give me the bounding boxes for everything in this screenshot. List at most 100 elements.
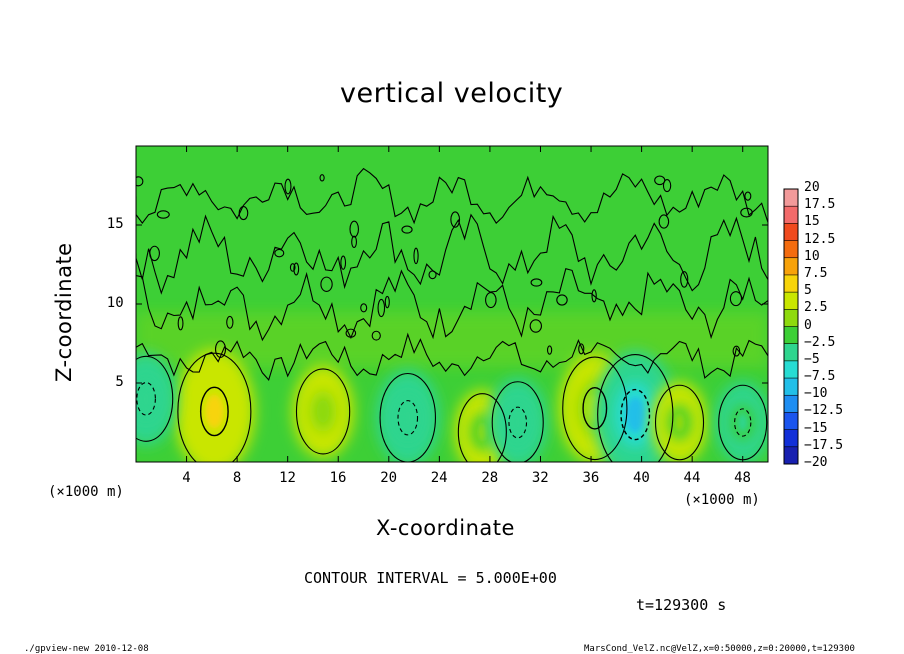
colorbar-label: −15 bbox=[804, 420, 828, 436]
colorbar-label: 10 bbox=[804, 248, 820, 264]
contour-cell-16 bbox=[274, 248, 285, 258]
colorbar-swatch-10 bbox=[784, 360, 798, 379]
colorbar-swatch-0 bbox=[784, 189, 798, 207]
contour-cell-35 bbox=[177, 316, 184, 331]
y-tick-marks bbox=[136, 224, 768, 384]
colorbar-label: −2.5 bbox=[804, 334, 836, 350]
field-core-3 bbox=[476, 422, 488, 442]
contour-cell-3 bbox=[401, 225, 413, 234]
contour-zero-2 bbox=[379, 372, 437, 462]
field-core-6 bbox=[625, 397, 645, 433]
field-core-0 bbox=[205, 394, 224, 429]
contour-cell-20 bbox=[578, 343, 585, 355]
colorbar-swatch-6 bbox=[784, 292, 798, 310]
time-stamp: t=129300 s bbox=[636, 596, 727, 614]
contour-cell-32 bbox=[360, 303, 368, 313]
field-core-4 bbox=[511, 411, 524, 434]
colorbar-swatch-15 bbox=[784, 446, 798, 465]
contour-cell-0 bbox=[384, 295, 390, 309]
contour-cell-7 bbox=[238, 205, 249, 221]
contour-cell-12 bbox=[530, 278, 543, 287]
colorbar-label: 0 bbox=[804, 317, 812, 333]
contour-cell-25 bbox=[732, 345, 741, 357]
contour-turbulent-1 bbox=[136, 332, 768, 381]
colorbar-label: −7.5 bbox=[804, 369, 836, 385]
x-tick-marks bbox=[186, 146, 744, 462]
colorbar-label: −5 bbox=[804, 351, 820, 367]
contour-turbulent-2 bbox=[136, 268, 768, 342]
contour-cell-15 bbox=[319, 174, 325, 182]
colorbar-label: 5 bbox=[804, 283, 812, 299]
contour-lines bbox=[136, 167, 768, 462]
contour-cell-23 bbox=[556, 294, 568, 306]
contour-cell-11 bbox=[284, 178, 292, 195]
field-core-2 bbox=[401, 405, 415, 430]
contour-five-6 bbox=[620, 388, 651, 441]
colorbar-swatch-5 bbox=[784, 274, 798, 293]
contour-zero-4 bbox=[491, 381, 544, 462]
x-tick-label: 20 bbox=[380, 470, 398, 486]
contour-zero-1 bbox=[295, 368, 351, 455]
x-tick-label: 24 bbox=[430, 470, 448, 486]
contour-zero-5 bbox=[562, 356, 628, 461]
x-tick-label: 36 bbox=[582, 470, 600, 486]
x-tick-label: 12 bbox=[279, 470, 296, 486]
colorbar-label: 15 bbox=[804, 214, 820, 230]
contour-cell-33 bbox=[226, 315, 234, 329]
x-axis-unit: (×1000 m) bbox=[684, 492, 760, 508]
colorbar-swatch-13 bbox=[784, 412, 798, 431]
y-tick-label: 5 bbox=[115, 374, 124, 390]
contour-zero-0 bbox=[177, 352, 252, 462]
colorbar-swatch-8 bbox=[784, 326, 798, 345]
contour-cell-27 bbox=[349, 220, 360, 238]
colorbar-swatch-9 bbox=[784, 343, 798, 362]
plot-area bbox=[136, 146, 768, 462]
contour-cell-9 bbox=[371, 330, 381, 341]
contour-neg-9 bbox=[136, 381, 156, 416]
chart-title: vertical velocity bbox=[340, 78, 564, 109]
contour-zero-3 bbox=[457, 393, 507, 462]
colorbar-label: −20 bbox=[804, 455, 828, 470]
footer-left: ./gpview-new 2010-12-08 bbox=[24, 644, 149, 654]
x-tick-label: 8 bbox=[232, 470, 242, 486]
contour-cell-8 bbox=[351, 235, 357, 249]
contour-five-5 bbox=[582, 386, 608, 430]
contour-turbulent-3 bbox=[136, 213, 768, 295]
x-tick-label: 28 bbox=[481, 470, 499, 486]
field-core-9 bbox=[139, 387, 153, 411]
colorbar-swatch-2 bbox=[784, 223, 798, 242]
contour-cell-28 bbox=[485, 292, 497, 309]
contour-cell-14 bbox=[546, 345, 553, 355]
contour-cell-19 bbox=[729, 291, 743, 307]
y-axis-label: Z-coordinate bbox=[52, 242, 76, 382]
x-tick-label: 32 bbox=[531, 470, 549, 486]
contour-cell-38 bbox=[529, 319, 543, 333]
colorbar-swatch-11 bbox=[784, 378, 798, 396]
contour-zero-9 bbox=[136, 355, 174, 442]
y-tick-label: 15 bbox=[106, 216, 124, 232]
colorbar bbox=[783, 188, 799, 465]
contour-cell-21 bbox=[450, 211, 461, 228]
field-band bbox=[136, 311, 768, 368]
x-axis-label: X-coordinate bbox=[376, 516, 515, 540]
colorbar-label: −10 bbox=[804, 386, 828, 402]
colorbar-label: 20 bbox=[804, 180, 820, 195]
contour-cell-10 bbox=[136, 176, 144, 187]
x-tick-label: 44 bbox=[683, 470, 701, 486]
field-core-8 bbox=[737, 412, 749, 433]
colorbar-label: 17.5 bbox=[804, 197, 836, 213]
contour-neg-2 bbox=[397, 400, 419, 436]
contour-cell-1 bbox=[591, 289, 597, 303]
colorbar-label: 2.5 bbox=[804, 300, 828, 316]
x-tick-label: 16 bbox=[329, 470, 347, 486]
x-tick-label: 48 bbox=[734, 470, 751, 486]
colorbar-label: 7.5 bbox=[804, 265, 828, 281]
x-tick-label: 40 bbox=[633, 470, 650, 486]
contour-cell-37 bbox=[662, 179, 672, 193]
colorbar-swatch-4 bbox=[784, 257, 798, 276]
contour-cell-6 bbox=[680, 271, 689, 288]
contour-neg-8 bbox=[734, 408, 752, 437]
contour-cell-18 bbox=[149, 245, 160, 262]
contour-five-0 bbox=[199, 386, 229, 437]
